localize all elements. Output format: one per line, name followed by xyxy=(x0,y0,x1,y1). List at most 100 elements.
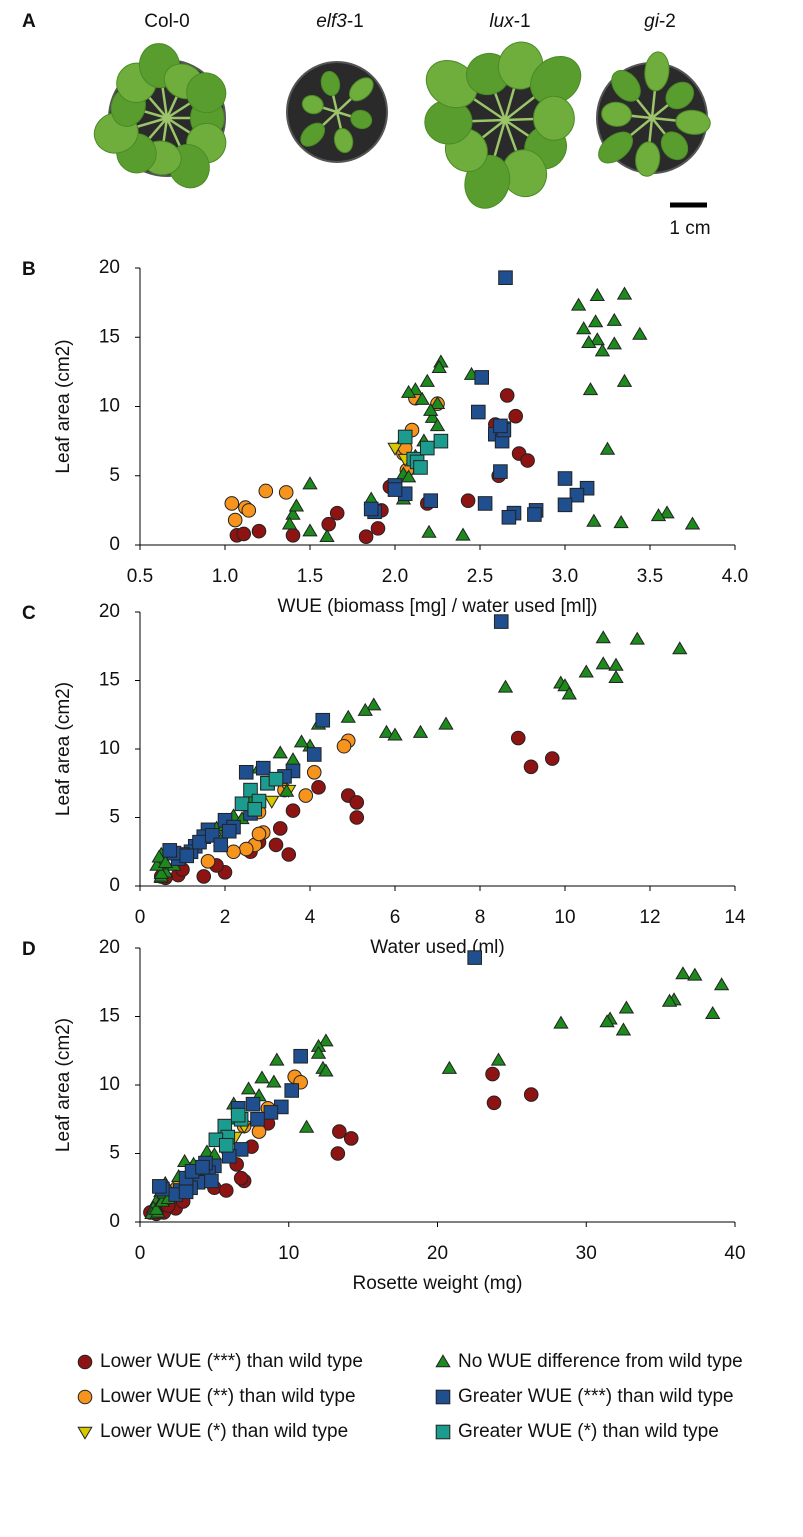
point xyxy=(486,1095,502,1111)
point xyxy=(553,1015,569,1029)
point xyxy=(561,686,577,700)
leaf xyxy=(166,72,227,120)
point xyxy=(302,523,318,537)
x-tick-label: 30 xyxy=(576,1243,597,1264)
point xyxy=(606,312,622,326)
point xyxy=(311,780,326,795)
point xyxy=(387,442,403,456)
point xyxy=(387,482,403,497)
x-tick-label: 2.0 xyxy=(382,566,408,587)
y-tick-label: 10 xyxy=(99,738,120,759)
point xyxy=(266,1074,282,1088)
rosette xyxy=(300,70,374,154)
leaf xyxy=(425,59,506,122)
point xyxy=(421,524,437,538)
point xyxy=(400,469,417,483)
point xyxy=(705,1005,721,1020)
point xyxy=(278,485,294,500)
genotype-text: Col-0 xyxy=(144,11,189,32)
point xyxy=(148,1201,165,1215)
point xyxy=(263,1105,279,1120)
genotype-label: lux-1 xyxy=(489,11,530,32)
point xyxy=(599,441,616,455)
point xyxy=(490,1052,507,1066)
point xyxy=(581,335,597,349)
point xyxy=(196,869,212,884)
y-tick-label: 10 xyxy=(99,396,120,417)
leaf xyxy=(611,70,653,119)
point xyxy=(606,336,622,350)
x-tick-label: 10 xyxy=(278,1243,299,1264)
blade xyxy=(675,109,711,135)
point xyxy=(576,321,592,335)
leaf xyxy=(336,77,374,113)
genotype-italic: lux xyxy=(489,11,515,32)
point xyxy=(615,1022,632,1036)
point xyxy=(243,782,258,798)
point xyxy=(152,1179,167,1194)
point xyxy=(218,1137,234,1153)
y-tick-label: 20 xyxy=(99,937,120,958)
y-tick-label: 0 xyxy=(109,534,120,555)
point xyxy=(599,1014,615,1028)
point xyxy=(420,440,435,456)
point xyxy=(358,529,374,544)
point xyxy=(293,1048,308,1064)
point xyxy=(363,501,379,517)
point xyxy=(200,854,216,869)
point xyxy=(318,1063,334,1077)
panel-letter: C xyxy=(22,603,36,624)
point xyxy=(493,464,508,479)
point xyxy=(471,404,486,420)
point xyxy=(176,1153,193,1167)
blade xyxy=(301,94,324,115)
point xyxy=(632,326,648,340)
x-tick-label: 0 xyxy=(135,1243,146,1264)
blade xyxy=(598,131,634,164)
point xyxy=(387,727,403,741)
point xyxy=(349,810,365,825)
point xyxy=(251,523,267,539)
point xyxy=(485,1066,500,1082)
point xyxy=(419,373,435,387)
x-tick-label: 12 xyxy=(639,907,660,928)
point xyxy=(493,614,509,629)
point xyxy=(501,510,517,525)
point xyxy=(616,286,633,300)
point xyxy=(340,709,356,723)
point xyxy=(589,287,605,301)
point xyxy=(684,516,701,530)
point xyxy=(264,795,280,809)
leaf xyxy=(504,95,575,141)
point xyxy=(497,679,514,693)
x-tick-label: 20 xyxy=(427,1243,448,1264)
point xyxy=(269,1052,285,1066)
point xyxy=(455,527,471,541)
point xyxy=(659,505,675,519)
y-tick-label: 15 xyxy=(99,1006,120,1027)
y-tick-label: 0 xyxy=(109,875,120,896)
x-tick-label: 3.0 xyxy=(552,566,578,587)
x-tick-label: 3.5 xyxy=(637,566,663,587)
leaf xyxy=(504,56,582,121)
point xyxy=(498,270,513,285)
point xyxy=(675,966,691,980)
point xyxy=(687,967,703,981)
point xyxy=(281,847,297,862)
y-tick-label: 15 xyxy=(99,670,120,691)
point xyxy=(510,730,526,746)
point xyxy=(661,993,678,1007)
genotype-text: -2 xyxy=(659,11,676,32)
point xyxy=(245,1096,261,1112)
point xyxy=(423,493,438,508)
point xyxy=(520,453,535,468)
point xyxy=(557,678,573,692)
genotype-italic: gi xyxy=(644,11,660,32)
point xyxy=(230,1107,246,1123)
point xyxy=(557,497,573,513)
blade xyxy=(300,122,326,147)
point xyxy=(400,384,417,398)
point xyxy=(527,507,542,522)
y-axis-label: Leaf area (cm2) xyxy=(53,682,74,816)
